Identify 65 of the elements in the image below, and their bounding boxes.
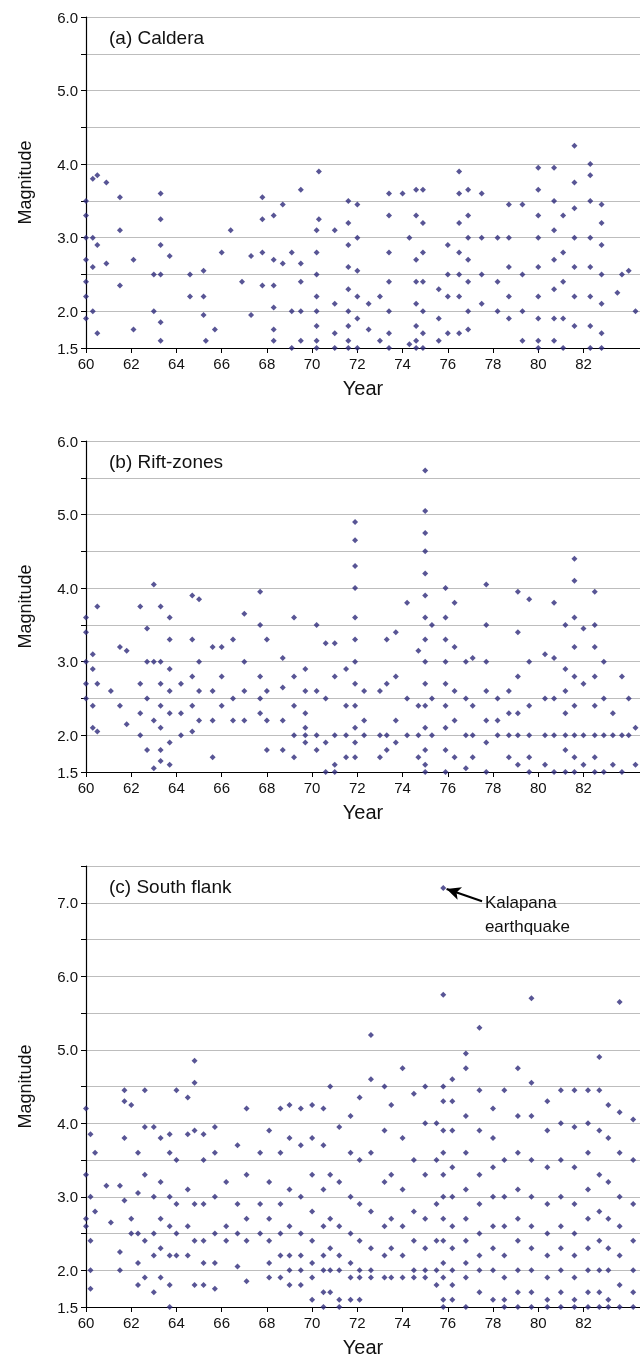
y-tick-label: 3.0 [57,653,78,671]
x-tick-label: 64 [168,1314,185,1331]
x-tick-label: 62 [122,779,140,796]
x-tick-label: 72 [349,1314,366,1331]
x-tick-label: 78 [484,779,502,796]
x-tick-label: 64 [168,355,185,372]
x-tick-label: 80 [529,779,547,796]
y-tick-label: 6.0 [57,432,78,450]
x-tick-label: 80 [529,1314,547,1331]
x-tick-label: 70 [303,779,321,796]
y-tick-label: 1.5 [57,1298,78,1316]
x-tick-label: 80 [529,355,547,372]
x-tick-label: 60 [77,1314,95,1331]
x-tick-label: 60 [77,355,95,372]
y-tick-label: 2.0 [57,302,78,320]
text: (c) South flank [109,876,232,897]
x-axis-title: Year [342,801,384,823]
x-tick-label: 70 [303,1314,321,1331]
x-tick-label: 76 [439,1314,457,1331]
x-tick-label: 68 [258,779,276,796]
x-tick-label: 68 [258,355,276,372]
text: (b) Rift-zones [109,451,224,472]
x-tick-label: 66 [213,1314,231,1331]
y-tick-label: 3.0 [57,229,78,247]
x-tick-label: 74 [394,355,411,372]
x-tick-label: 60 [77,779,95,796]
x-tick-label: 76 [439,779,457,796]
annotation: Kalapana earthquake [484,892,570,936]
x-tick-label: 82 [575,779,592,796]
y-tick-label: 4.0 [57,579,78,597]
x-tick-label: 66 [213,779,231,796]
x-tick-label: 82 [575,1314,592,1331]
x-tick-label: 74 [394,1314,411,1331]
y-axis-title: Magnitude [15,564,35,649]
y-tick-label: 3.0 [57,1188,78,1206]
y-tick-label: 2.0 [57,1261,78,1279]
x-tick-label: 72 [349,779,366,796]
x-tick-label: 78 [484,355,502,372]
x-tick-label: 78 [484,1314,502,1331]
x-axis-title: Year [342,1336,384,1358]
x-tick-label: 62 [122,355,140,372]
x-tick-label: 66 [213,355,231,372]
y-tick-label: 5.0 [57,1041,78,1059]
y-tick-label: 5.0 [57,506,78,524]
text: (a) Caldera [109,27,205,48]
y-tick-label: 1.5 [57,763,78,781]
y-tick-label: 5.0 [57,82,78,100]
y-tick-label: 4.0 [57,155,78,173]
y-tick-label: 6.0 [57,8,78,26]
y-tick-label: 4.0 [57,1114,78,1132]
x-tick-label: 82 [575,355,592,372]
y-tick-label: 1.5 [57,339,78,357]
x-axis-title: Year [342,377,384,399]
y-axis-title: Magnitude [15,140,35,225]
x-tick-label: 72 [349,355,366,372]
y-tick-label: 6.0 [57,967,78,985]
y-tick-label: 7.0 [57,894,78,912]
x-tick-label: 68 [258,1314,276,1331]
y-axis-title: Magnitude [15,1044,35,1129]
x-tick-label: 70 [303,355,321,372]
x-tick-label: 74 [394,779,411,796]
x-tick-label: 64 [168,779,185,796]
x-tick-label: 76 [439,355,457,372]
x-tick-label: 62 [122,1314,140,1331]
y-tick-label: 2.0 [57,726,78,744]
